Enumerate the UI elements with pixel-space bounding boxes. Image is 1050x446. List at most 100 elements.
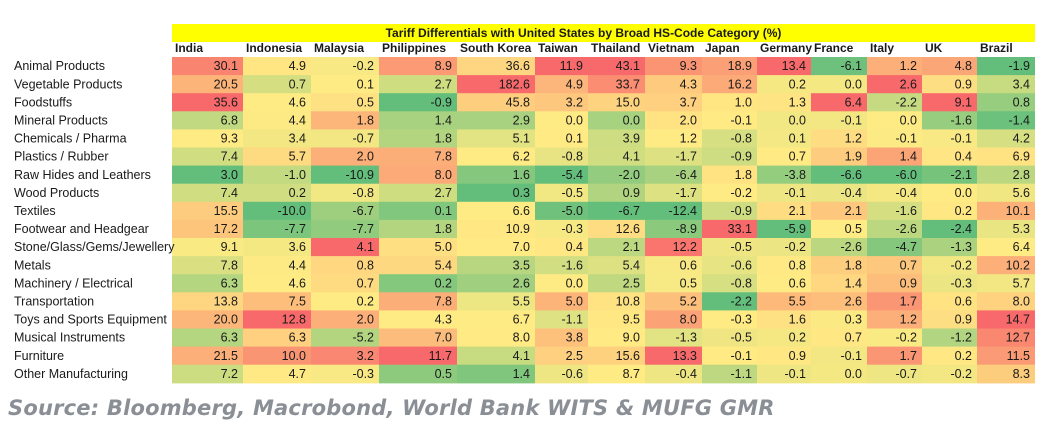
cell-value: -0.2 (895, 331, 917, 345)
cell-value: 6.6 (513, 204, 530, 218)
heatmap-cell (922, 129, 977, 149)
heatmap-cell (811, 256, 867, 275)
cell-value: 13.4 (782, 59, 806, 73)
heatmap-cell (588, 292, 645, 311)
heatmap-cell (379, 147, 457, 167)
cell-value: 2.0 (680, 114, 697, 128)
heatmap-cell (535, 364, 588, 384)
cell-value: -0.9 (730, 150, 752, 164)
cell-value: -5.4 (561, 168, 583, 182)
column-label: Japan (705, 41, 740, 55)
heatmap-cell (457, 256, 535, 275)
column-label: Germany (760, 41, 812, 55)
heatmap-cell (645, 274, 702, 293)
heatmap-cell (757, 201, 811, 221)
cell-value: 9.1 (221, 240, 238, 254)
heatmap-cell (535, 147, 588, 167)
cell-value: 0.7 (900, 258, 917, 272)
heatmap-cell (311, 292, 379, 311)
heatmap-cell (867, 201, 922, 221)
heatmap-cell (172, 201, 243, 221)
cell-value: -0.2 (950, 367, 972, 381)
heatmap-cell (645, 93, 702, 112)
heatmap-cell (811, 274, 867, 293)
heatmap-cell (811, 364, 867, 384)
heatmap-cell (535, 165, 588, 185)
heatmap-cell (457, 165, 535, 185)
cell-value: 0.0 (900, 114, 917, 128)
heatmap-cell (867, 111, 922, 130)
heatmap-cell (311, 310, 379, 330)
cell-value: 5.5 (513, 295, 530, 309)
cell-value: 6.7 (513, 313, 530, 327)
heatmap-cell (867, 165, 922, 185)
heatmap-cell (645, 165, 702, 185)
cell-value: 6.4 (1013, 240, 1030, 254)
cell-value: 2.7 (435, 77, 452, 91)
cell-value: 1.4 (513, 367, 530, 381)
heatmap-cell (457, 364, 535, 384)
cell-value: 7.0 (513, 240, 530, 254)
heatmap-cell (457, 328, 535, 348)
cell-value: 0.5 (845, 222, 862, 236)
heatmap-cell (867, 310, 922, 330)
cell-value: 2.5 (623, 276, 640, 290)
heatmap-cell (457, 274, 535, 293)
cell-value: 1.3 (789, 95, 806, 109)
heatmap-cell (535, 75, 588, 94)
row-label: Chemicals / Pharma (14, 132, 127, 146)
cell-value: 45.8 (506, 95, 530, 109)
heatmap-cell (702, 328, 757, 348)
heatmap-cell (535, 57, 588, 76)
heatmap-cell (867, 147, 922, 167)
cell-value: 0.2 (289, 186, 306, 200)
cell-value: 0.7 (845, 331, 862, 345)
heatmap-cell (457, 93, 535, 112)
cell-value: 6.4 (845, 95, 862, 109)
cell-value: 0.4 (566, 240, 583, 254)
cell-value: 5.5 (789, 295, 806, 309)
heatmap-cell (588, 201, 645, 221)
heatmap-cell (867, 129, 922, 149)
cell-value: 4.1 (357, 240, 374, 254)
cell-value: -1.6 (895, 204, 917, 218)
cell-value: 8.3 (1013, 367, 1030, 381)
heatmap-cell (977, 364, 1035, 384)
cell-value: -0.5 (561, 186, 583, 200)
cell-value: -6.7 (352, 204, 374, 218)
cell-value: -0.1 (784, 186, 806, 200)
cell-value: 10.1 (1006, 204, 1030, 218)
cell-value: 8.0 (1013, 295, 1030, 309)
column-label: India (175, 41, 203, 55)
cell-value: 5.0 (566, 295, 583, 309)
column-label: Brazil (980, 41, 1013, 55)
heatmap-cell (811, 328, 867, 348)
cell-value: -4.7 (895, 240, 917, 254)
heatmap-cell (922, 256, 977, 275)
heatmap-cell (535, 111, 588, 130)
cell-value: 10.8 (616, 295, 640, 309)
cell-value: 8.9 (435, 59, 452, 73)
heatmap-cell (311, 129, 379, 149)
heatmap-cell (243, 75, 311, 94)
cell-value: 1.8 (435, 222, 452, 236)
heatmap-cell (977, 57, 1035, 76)
heatmap-cell (172, 256, 243, 275)
heatmap-cell (243, 346, 311, 366)
cell-value: 0.1 (357, 77, 374, 91)
cell-value: 0.5 (680, 276, 697, 290)
cell-value: 6.3 (221, 331, 238, 345)
heatmap-cell (977, 147, 1035, 167)
cell-value: 0.8 (789, 258, 806, 272)
cell-value: 0.9 (900, 276, 917, 290)
heatmap-cell (457, 57, 535, 76)
heatmap-cell (702, 183, 757, 203)
cell-value: 2.6 (900, 77, 917, 91)
cell-value: 15.6 (616, 349, 640, 363)
cell-value: -0.1 (840, 114, 862, 128)
heatmap-cell (243, 129, 311, 149)
cell-value: 2.1 (845, 204, 862, 218)
cell-value: 9.0 (623, 331, 640, 345)
cell-value: 9.3 (680, 59, 697, 73)
cell-value: -7.7 (284, 222, 306, 236)
